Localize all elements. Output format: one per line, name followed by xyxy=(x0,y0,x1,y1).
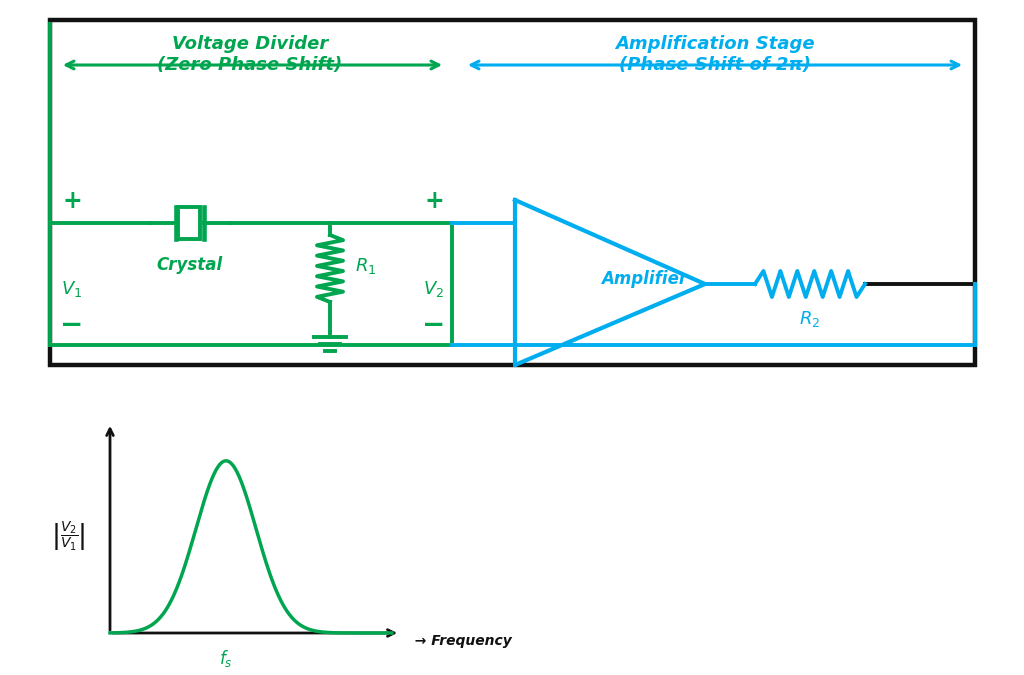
Text: Crystal: Crystal xyxy=(157,256,223,274)
Text: $f_s$: $f_s$ xyxy=(219,648,232,669)
Text: $\left|\dfrac{V_2}{V_1}\right|$: $\left|\dfrac{V_2}{V_1}\right|$ xyxy=(51,520,85,553)
Text: $V_2$: $V_2$ xyxy=(424,279,444,299)
Bar xyxy=(50,20,975,365)
Text: −: − xyxy=(422,311,445,339)
Text: $R_2$: $R_2$ xyxy=(800,309,820,329)
Text: $R_1$: $R_1$ xyxy=(355,256,377,277)
Bar xyxy=(178,207,200,239)
Text: −: − xyxy=(60,311,84,339)
Text: Voltage Divider
(Zero Phase Shift): Voltage Divider (Zero Phase Shift) xyxy=(158,35,343,74)
Text: Amplification Stage
(Phase Shift of 2π): Amplification Stage (Phase Shift of 2π) xyxy=(615,35,815,74)
Text: +: + xyxy=(424,189,443,213)
Text: +: + xyxy=(62,189,82,213)
Text: → Frequency: → Frequency xyxy=(406,634,512,648)
Text: $V_1$: $V_1$ xyxy=(61,279,83,299)
Text: Amplifier: Amplifier xyxy=(601,270,687,288)
